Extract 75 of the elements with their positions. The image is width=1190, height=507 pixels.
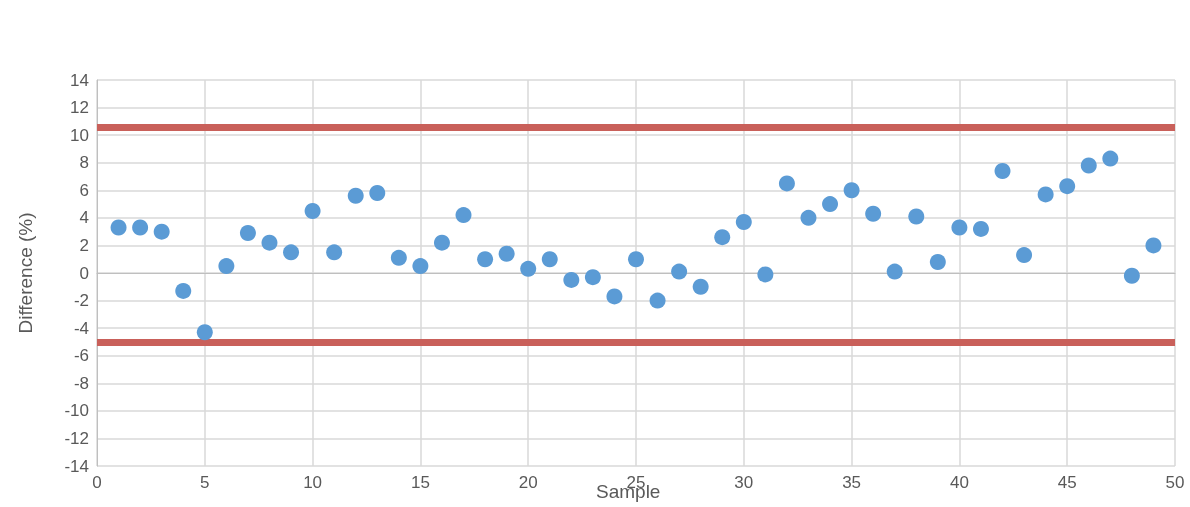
point: [778, 175, 795, 192]
y-tick-label: 4: [79, 208, 89, 228]
y-tick-label: -2: [73, 291, 89, 311]
point: [261, 234, 278, 251]
point: [1080, 157, 1097, 174]
point: [369, 185, 386, 202]
point: [132, 219, 149, 236]
point: [1037, 186, 1054, 203]
point: [692, 278, 709, 295]
y-tick-label: 2: [79, 235, 89, 255]
point: [153, 223, 170, 240]
point: [347, 187, 364, 204]
y-tick-label: 14: [70, 70, 89, 90]
point: [1145, 237, 1162, 254]
point: [390, 249, 407, 266]
point: [1059, 178, 1076, 195]
y-tick-label: -6: [73, 346, 89, 366]
x-tick-label: 35: [842, 473, 862, 492]
point: [908, 208, 925, 225]
point: [175, 282, 192, 299]
x-tick-label: 15: [410, 473, 430, 492]
point: [649, 292, 666, 309]
point: [822, 196, 839, 213]
point: [584, 269, 601, 286]
point: [498, 245, 515, 262]
point: [520, 260, 537, 277]
point: [326, 244, 343, 261]
point: [671, 263, 688, 280]
point: [541, 251, 558, 268]
x-tick-label: 5: [200, 473, 210, 492]
point: [886, 263, 903, 280]
point: [455, 207, 472, 224]
y-tick-label: -4: [73, 318, 89, 338]
point: [477, 251, 494, 268]
point: [283, 244, 300, 261]
y-tick-label: 6: [79, 180, 89, 200]
point: [1102, 150, 1119, 167]
y-tick-label: -14: [64, 456, 89, 476]
point: [972, 220, 989, 237]
point: [843, 182, 860, 199]
point: [714, 229, 731, 246]
point: [110, 219, 127, 236]
y-tick-label: -10: [64, 401, 89, 421]
x-tick-label: 0: [92, 473, 102, 492]
x-tick-label: 45: [1057, 473, 1077, 492]
point: [800, 209, 817, 226]
point: [865, 205, 882, 222]
point: [1123, 267, 1140, 284]
y-tick-label: -8: [73, 373, 89, 393]
point: [218, 258, 235, 275]
y-tick-label: 0: [79, 263, 89, 283]
point: [757, 266, 774, 283]
point: [951, 219, 968, 236]
y-tick-label: 10: [70, 125, 89, 145]
point: [563, 271, 580, 288]
y-tick-label: 8: [79, 153, 89, 173]
x-tick-label: 40: [949, 473, 969, 492]
point: [929, 253, 946, 270]
x-tick-label: 50: [1165, 473, 1185, 492]
point: [412, 258, 429, 275]
x-tick-label: 20: [518, 473, 538, 492]
y-axis-title: Difference (%): [15, 212, 36, 334]
point: [994, 162, 1011, 179]
point: [239, 225, 256, 242]
point: [628, 251, 644, 268]
point: [433, 234, 450, 251]
y-tick-label: -12: [64, 428, 89, 448]
y-tick-label: 12: [70, 98, 89, 118]
point: [606, 288, 623, 305]
point: [304, 202, 321, 219]
x-tick-label: 10: [303, 473, 323, 492]
point: [196, 324, 213, 341]
x-tick-label: 30: [734, 473, 754, 492]
point: [1016, 247, 1033, 264]
point: [735, 214, 752, 230]
